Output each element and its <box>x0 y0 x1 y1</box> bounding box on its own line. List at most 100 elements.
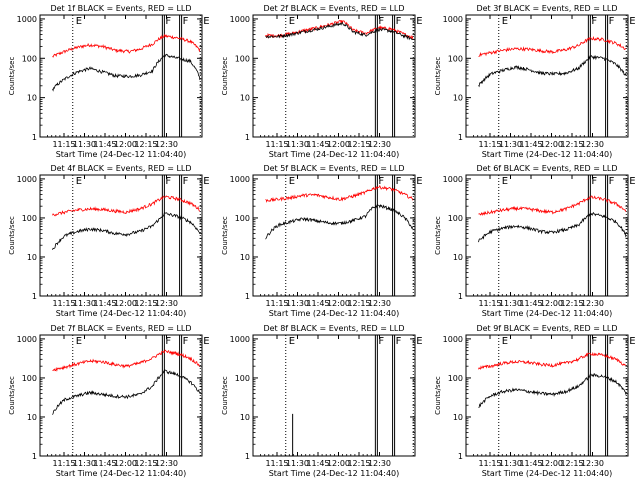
x-tick-label: 12:15 <box>560 140 583 149</box>
y-axis-label: Counts/sec <box>434 376 442 415</box>
x-tick-label: 11:45 <box>93 459 116 468</box>
x-tick-label: 11:45 <box>306 299 329 308</box>
x-tick-label: 12:00 <box>327 140 350 149</box>
y-tick-label: 100 <box>448 214 463 223</box>
y-tick-label: 1 <box>32 292 37 301</box>
y-axis-label: Counts/sec <box>221 216 229 255</box>
y-tick-label: 100 <box>448 54 463 63</box>
x-tick-label: 11:45 <box>519 140 542 149</box>
panel-title: Det 6f BLACK = Events, RED = LLD <box>476 164 617 173</box>
y-tick-label: 100 <box>235 54 250 63</box>
panel-data <box>52 335 201 456</box>
panel-data <box>52 15 201 137</box>
marker-label: E <box>629 16 635 27</box>
x-axis-label: Start Time (24-Dec-12 11:04:40) <box>269 309 400 318</box>
marker-label: F <box>165 336 171 347</box>
x-tick-label: 12:30 <box>155 299 178 308</box>
panel-title: Det 7f BLACK = Events, RED = LLD <box>50 324 191 333</box>
y-tick-label: 1 <box>458 292 463 301</box>
x-tick-label: 12:00 <box>114 459 137 468</box>
x-tick-label: 11:30 <box>286 140 309 149</box>
x-axis-label: Start Time (24-Dec-12 11:04:40) <box>56 309 187 318</box>
panel-data <box>52 175 201 296</box>
y-tick-label: 1 <box>32 452 37 461</box>
y-tick-label: 1000 <box>443 175 463 184</box>
y-axis-label: Counts/sec <box>221 57 229 96</box>
y-tick-label: 10 <box>240 413 250 422</box>
panel-title: Det 4f BLACK = Events, RED = LLD <box>50 164 191 173</box>
marker-label: F <box>609 176 615 187</box>
y-tick-label: 1 <box>245 133 250 142</box>
panel-3: Det 3f BLACK = Events, RED = LLD E F F E 1 10 1… <box>434 4 636 159</box>
y-axis-label: Counts/sec <box>434 216 442 255</box>
x-tick-label: 11:15 <box>265 459 288 468</box>
y-tick-label: 1 <box>245 292 250 301</box>
y-tick-label: 100 <box>22 54 37 63</box>
y-tick-label: 100 <box>235 214 250 223</box>
y-tick-label: 1 <box>32 133 37 142</box>
x-tick-label: 11:30 <box>286 299 309 308</box>
panel-title: Det 5f BLACK = Events, RED = LLD <box>263 164 404 173</box>
marker-label: E <box>502 16 508 27</box>
y-axis-label: Counts/sec <box>8 376 16 415</box>
panel-2: Det 2f BLACK = Events, RED = LLD E F F E 1 10 1… <box>221 4 423 159</box>
series-events <box>478 373 627 408</box>
axes-frame <box>252 14 416 138</box>
x-tick-label: 11:15 <box>52 299 75 308</box>
panel-data <box>478 15 627 137</box>
x-axis-label: Start Time (24-Dec-12 11:04:40) <box>269 150 400 159</box>
marker-label: E <box>629 176 635 187</box>
panel-7: Det 7f BLACK = Events, RED = LLD E F F E 1 10 1… <box>8 324 210 478</box>
x-tick-label: 11:45 <box>519 459 542 468</box>
x-tick-label: 11:30 <box>286 459 309 468</box>
panel-1: Det 1f BLACK = Events, RED = LLD E F F E 1 10 1… <box>8 4 210 159</box>
x-tick-label: 11:45 <box>519 299 542 308</box>
marker-label: F <box>609 16 615 27</box>
marker-label: F <box>591 336 597 347</box>
marker-label: F <box>591 16 597 27</box>
x-tick-label: 11:15 <box>265 140 288 149</box>
y-tick-label: 1 <box>458 452 463 461</box>
marker-label: F <box>183 16 189 27</box>
series-events <box>478 211 627 243</box>
x-tick-label: 12:30 <box>581 459 604 468</box>
panel-data <box>265 15 414 137</box>
panel-title: Det 8f BLACK = Events, RED = LLD <box>263 324 404 333</box>
marker-label: E <box>289 336 295 347</box>
marker-label: E <box>289 16 295 27</box>
y-tick-label: 100 <box>448 374 463 383</box>
y-tick-label: 10 <box>27 253 37 262</box>
x-tick-label: 12:30 <box>581 299 604 308</box>
marker-label: E <box>76 176 82 187</box>
y-tick-label: 1000 <box>17 15 37 24</box>
series-lld <box>265 20 414 40</box>
y-axis-label: Counts/sec <box>8 57 16 96</box>
x-tick-label: 11:30 <box>499 140 522 149</box>
marker-label: F <box>378 176 384 187</box>
panel-title: Det 3f BLACK = Events, RED = LLD <box>476 4 617 13</box>
marker-label: F <box>165 16 171 27</box>
y-tick-label: 1000 <box>230 335 250 344</box>
axes-frame <box>39 14 203 138</box>
panel-data <box>265 175 414 296</box>
panel-title: Det 2f BLACK = Events, RED = LLD <box>263 4 404 13</box>
x-tick-label: 11:45 <box>306 459 329 468</box>
marker-label: F <box>183 176 189 187</box>
x-tick-label: 12:30 <box>155 459 178 468</box>
y-tick-label: 100 <box>235 374 250 383</box>
marker-label: E <box>502 176 508 187</box>
series-events <box>478 55 627 88</box>
x-tick-label: 12:00 <box>540 459 563 468</box>
x-tick-label: 11:15 <box>265 299 288 308</box>
x-tick-label: 11:45 <box>93 140 116 149</box>
x-tick-label: 12:15 <box>134 140 157 149</box>
marker-label: E <box>416 16 422 27</box>
y-tick-label: 10 <box>240 94 250 103</box>
marker-label: E <box>76 336 82 347</box>
y-tick-label: 1 <box>245 452 250 461</box>
y-tick-label: 1000 <box>230 15 250 24</box>
y-tick-label: 1000 <box>17 175 37 184</box>
marker-label: F <box>165 176 171 187</box>
panel-data <box>285 335 414 456</box>
